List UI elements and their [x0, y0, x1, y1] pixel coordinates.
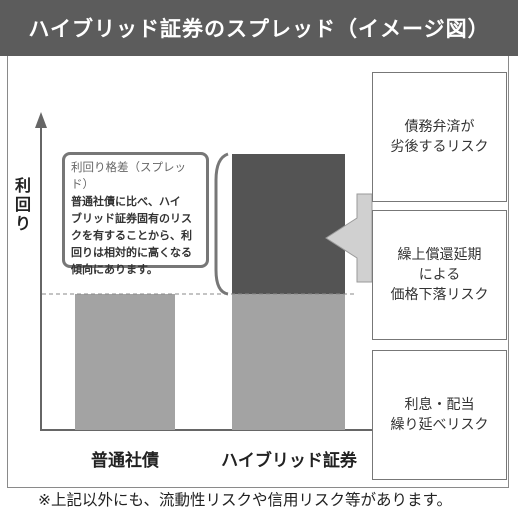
- y-axis-arrow-head: [35, 112, 47, 128]
- y-axis-label-char: り: [14, 214, 31, 233]
- spread-callout: 利回り格差（スプレッド） 普通社債に比べ、ハイ ブリッド証券固有のリス クを有す…: [62, 152, 209, 276]
- bar-hybrid-base: [232, 294, 345, 430]
- y-axis-label: 利 回 り: [12, 176, 34, 233]
- y-axis-label-char: 利: [14, 176, 31, 195]
- risk-box-call-extension: 繰上償還延期 による 価格下落リスク: [372, 210, 507, 340]
- risk-box-subordination: 債務弁済が 劣後するリスク: [372, 72, 507, 202]
- bar-hybrid-spread: [232, 154, 345, 294]
- callout-line: 普通社債に比べ、ハイ: [71, 195, 181, 208]
- x-label-corporate-bond: 普通社債: [91, 451, 159, 471]
- bar-corporate-bond: [75, 294, 175, 430]
- callout-title: 利回り格差（スプレッド）: [71, 160, 186, 191]
- x-label-hybrid: ハイブリッド証券: [221, 451, 357, 471]
- y-axis-label-char: 回: [14, 195, 31, 214]
- diagram-title: ハイブリッド証券のスプレッド（イメージ図）: [0, 0, 518, 56]
- risk-arrow: [325, 193, 373, 283]
- diagram-frame: [7, 56, 509, 488]
- callout-line: ブリッド証券固有のリス: [71, 212, 192, 225]
- spread-bracket: [214, 152, 229, 296]
- callout-body: 普通社債に比べ、ハイ ブリッド証券固有のリス クを有することから、利 回りは相対…: [71, 193, 200, 278]
- footnote: ※上記以外にも、流動性リスクや信用リスク等があります。: [38, 491, 452, 509]
- callout-line: 回りは相対的に高くなる: [71, 246, 192, 259]
- callout-line: クを有することから、利: [71, 229, 192, 242]
- callout-line: 傾向にあります。: [71, 263, 158, 276]
- risk-box-deferral: 利息・配当 繰り延べリスク: [372, 350, 507, 480]
